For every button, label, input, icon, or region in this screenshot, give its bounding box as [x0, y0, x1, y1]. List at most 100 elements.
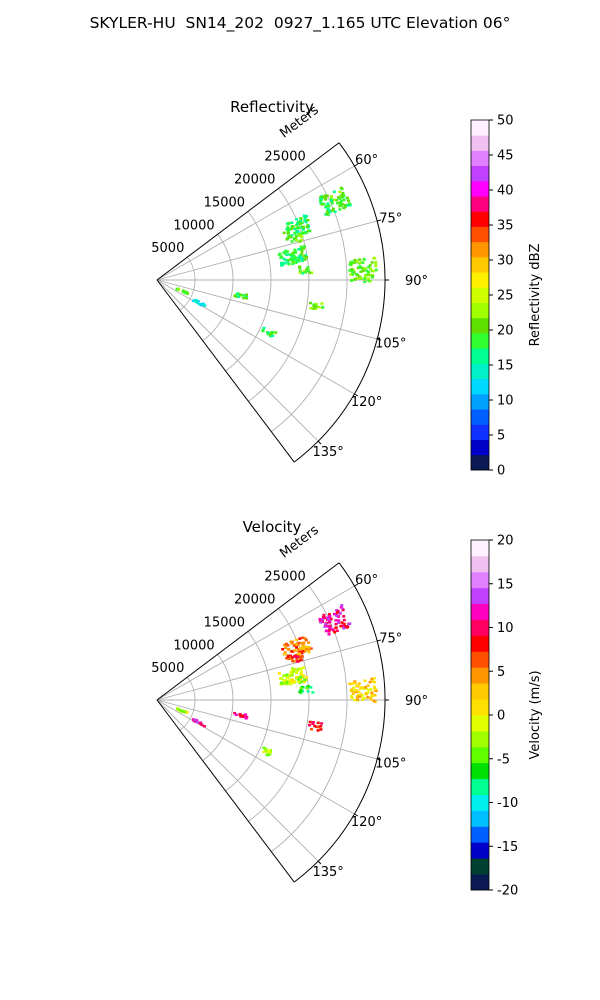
echo-gate	[356, 274, 360, 277]
echo-gate	[327, 633, 331, 636]
echo-gate	[295, 669, 299, 673]
colorbar-segment	[471, 683, 489, 700]
echo-gate	[177, 288, 181, 291]
echo-gate	[281, 648, 285, 651]
colorbar-tick-label: 50	[497, 114, 514, 129]
echo-gate	[295, 676, 299, 679]
echo-cluster	[290, 654, 304, 663]
colorbar-segment	[471, 858, 489, 875]
colorbar-segment	[471, 794, 489, 811]
echo-gate	[294, 655, 298, 659]
echo-gate	[332, 190, 336, 194]
echo-gate	[286, 229, 290, 232]
echo-gate	[326, 207, 330, 211]
echo-gate	[287, 681, 291, 684]
echo-gate	[353, 681, 357, 685]
colorbar-segment	[471, 241, 489, 258]
echo-gate	[286, 231, 290, 235]
echo-gate	[334, 622, 338, 626]
echo-gate	[296, 644, 300, 647]
echo-gate	[308, 723, 311, 727]
echo-gate	[319, 621, 323, 624]
echo-gate	[339, 624, 343, 628]
theta-tick	[354, 813, 359, 817]
theta-tick	[377, 758, 382, 761]
echo-gate	[333, 210, 337, 213]
r-tick-label: 10000	[173, 218, 214, 233]
echo-gate	[339, 202, 342, 205]
echo-gate	[302, 214, 306, 217]
echo-gate	[294, 638, 298, 642]
echo-gate	[288, 674, 291, 677]
echo-gate	[321, 618, 325, 621]
echo-gate	[269, 750, 272, 753]
panel-title: Reflectivity	[230, 98, 314, 116]
echo-gate	[342, 615, 346, 618]
echo-gate	[299, 238, 303, 242]
echo-gate	[351, 692, 355, 695]
echo-gate	[297, 680, 301, 683]
echo-gate	[353, 258, 357, 262]
echo-gate	[348, 204, 352, 207]
echo-gate	[283, 653, 287, 656]
echo-gate	[313, 724, 317, 728]
echo-gate	[282, 257, 286, 261]
echo-gate	[320, 722, 324, 725]
echo-gate	[300, 680, 304, 683]
echo-gate	[289, 640, 293, 643]
echo-gate	[297, 258, 300, 261]
echo-gate	[332, 207, 335, 211]
range-ring	[271, 165, 348, 433]
echo-gate	[289, 671, 293, 674]
echo-gate	[290, 669, 294, 672]
echo-gate	[295, 646, 298, 649]
echo-gate	[353, 680, 357, 683]
echo-gate	[350, 689, 354, 693]
echo-gate	[291, 260, 295, 263]
echo-gate	[285, 253, 289, 256]
colorbar: -20 -15 -10 -5 0 5 10 15 20 Velocity (m/s)	[470, 534, 543, 899]
echo-gate	[326, 202, 330, 205]
echo-gate	[304, 220, 308, 224]
colorbar-segment	[471, 603, 489, 620]
echo-gate	[351, 273, 355, 276]
echo-cluster	[277, 245, 308, 267]
echo-gate	[286, 225, 290, 229]
echo-gate	[196, 300, 200, 303]
echo-gate	[302, 255, 306, 258]
colorbar-segment	[471, 378, 489, 395]
echo-gate	[336, 201, 339, 205]
echo-cluster	[282, 214, 312, 241]
echo-gate	[301, 247, 305, 250]
echo-gate	[322, 202, 326, 206]
echo-gate	[343, 625, 347, 628]
echo-gate	[284, 250, 288, 253]
echo-gate	[332, 612, 336, 616]
echo-gate	[329, 195, 333, 198]
azimuth-gridline	[156, 279, 355, 395]
echo-gate	[358, 265, 362, 268]
echo-gate	[262, 750, 266, 754]
theta-tick	[354, 163, 359, 167]
echo-gate	[299, 234, 303, 237]
echo-gate	[368, 680, 372, 684]
colorbar-segment	[471, 317, 489, 334]
echo-gate	[291, 262, 295, 266]
echo-gate	[309, 301, 312, 305]
echo-gate	[286, 655, 290, 658]
echo-gate	[245, 293, 248, 296]
echo-gate	[369, 696, 373, 700]
echo-gate	[368, 264, 372, 267]
echo-gate	[290, 234, 294, 237]
echo-gate	[356, 693, 360, 697]
echo-gate	[284, 646, 288, 649]
echo-gate	[192, 299, 195, 303]
echo-gate	[198, 722, 202, 725]
echo-gate	[346, 199, 350, 202]
echo-gate	[365, 273, 369, 277]
echo-gate	[287, 221, 291, 225]
echo-gate	[362, 258, 366, 261]
echo-gate	[362, 687, 366, 690]
r-tick-label: 15000	[204, 195, 245, 210]
echo-gate	[341, 192, 345, 195]
